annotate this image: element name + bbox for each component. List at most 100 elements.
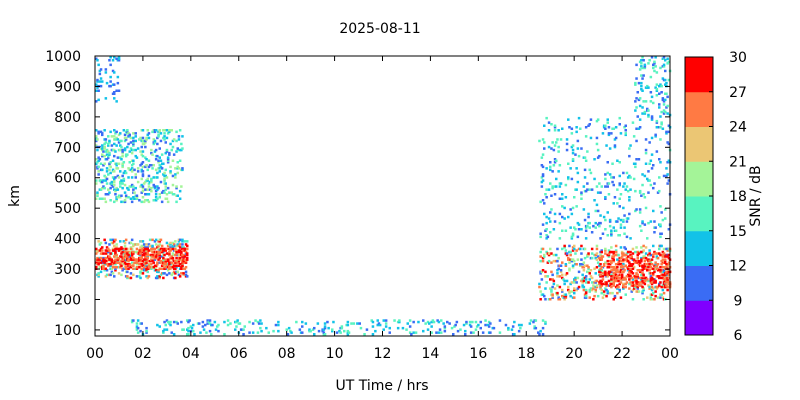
data-point (97, 89, 100, 92)
data-point (565, 279, 569, 283)
data-point (99, 241, 103, 245)
data-point (652, 253, 655, 257)
data-point (580, 244, 583, 248)
data-point (174, 276, 177, 280)
data-point (640, 81, 643, 85)
data-point (153, 267, 157, 270)
data-point (541, 333, 545, 336)
data-point (166, 259, 170, 263)
data-point (133, 261, 136, 264)
data-point (667, 282, 671, 286)
data-point (544, 270, 547, 274)
data-point (166, 132, 170, 135)
data-point (563, 298, 566, 301)
data-point (365, 328, 369, 331)
data-point (569, 167, 572, 170)
data-point (553, 158, 557, 161)
data-point (604, 287, 607, 290)
data-point (596, 294, 600, 298)
data-point (551, 186, 554, 190)
data-point (575, 130, 578, 134)
data-point (174, 167, 177, 170)
colorbar-band (685, 230, 713, 266)
data-point (581, 273, 584, 277)
data-point (547, 188, 551, 191)
data-point (256, 320, 260, 324)
data-point (654, 252, 657, 255)
data-point (569, 208, 572, 211)
data-point (561, 276, 564, 280)
data-point (166, 320, 170, 324)
data-point (104, 275, 108, 278)
data-point (157, 244, 160, 248)
data-point (595, 266, 599, 269)
data-point (601, 255, 605, 258)
data-point (649, 220, 653, 223)
data-point (631, 263, 635, 266)
data-point (549, 231, 552, 234)
data-point (607, 252, 611, 255)
data-point (666, 249, 669, 252)
data-point (146, 259, 149, 263)
y-tick-label: 400 (54, 232, 81, 248)
data-point (580, 258, 583, 261)
data-point (635, 97, 638, 100)
data-point (646, 269, 649, 272)
data-point (450, 326, 454, 330)
data-point (555, 141, 558, 144)
data-point (169, 165, 172, 169)
data-point (109, 171, 112, 175)
data-point (223, 333, 226, 336)
data-point (145, 253, 148, 257)
data-point (178, 238, 182, 242)
data-point (181, 255, 184, 258)
data-point (667, 228, 671, 231)
data-point (108, 258, 111, 261)
data-point (641, 66, 644, 70)
data-point (567, 215, 570, 219)
data-point (172, 320, 176, 324)
data-point (304, 322, 308, 325)
data-point (660, 244, 663, 248)
colorbar-tick-label: 12 (729, 259, 747, 275)
data-point (171, 183, 175, 187)
data-point (145, 261, 148, 264)
data-point (545, 116, 548, 120)
data-point (665, 266, 668, 269)
data-point (653, 231, 656, 234)
data-point (140, 255, 143, 258)
data-point (431, 319, 435, 322)
data-point (115, 246, 118, 249)
data-point (186, 244, 189, 248)
data-point (634, 83, 637, 86)
data-point (539, 200, 542, 204)
data-point (547, 145, 551, 149)
data-point (624, 285, 627, 289)
data-point (631, 298, 635, 301)
data-point (145, 136, 148, 140)
data-point (629, 263, 632, 266)
data-point (640, 194, 643, 197)
data-point (640, 74, 643, 77)
data-point (610, 231, 613, 234)
data-point (144, 165, 147, 169)
data-point (184, 250, 188, 254)
data-point (539, 272, 542, 275)
data-point (594, 221, 597, 225)
data-point (644, 148, 648, 152)
data-point (452, 333, 455, 336)
data-point (382, 328, 385, 331)
data-point (121, 186, 124, 190)
data-point (637, 284, 641, 287)
data-point (622, 258, 625, 261)
data-point (110, 258, 114, 261)
data-point (608, 270, 612, 274)
data-point (156, 176, 159, 179)
data-point (547, 217, 551, 220)
data-point (168, 252, 171, 255)
data-point (116, 167, 120, 170)
data-point (660, 211, 663, 214)
data-point (113, 91, 116, 94)
data-point (104, 193, 108, 196)
data-point (437, 331, 441, 334)
